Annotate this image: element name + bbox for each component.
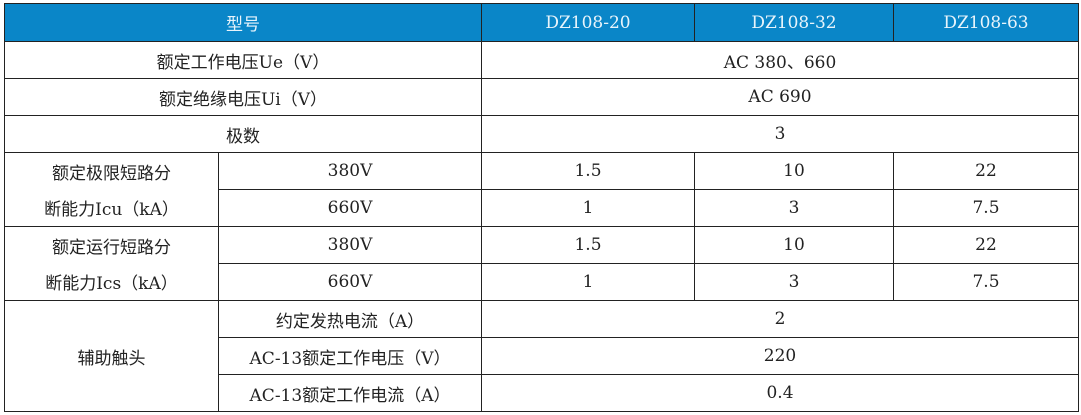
- voltage-label: 380V: [218, 152, 482, 190]
- model-header: DZ108-20: [481, 3, 695, 42]
- sub-label: AC-13额定工作电压（V）: [218, 337, 482, 375]
- table-row: AC-13额定工作电压（V） 220: [5, 337, 1079, 375]
- cell-value: 7.5: [893, 263, 1079, 301]
- model-header: DZ108-32: [694, 3, 894, 42]
- cell-value: 7.5: [893, 189, 1079, 227]
- row-value: 0.4: [481, 374, 1079, 412]
- row-value: AC 380、660: [481, 41, 1079, 79]
- table-row: 断能力Ics（kA） 660V 1 3 7.5: [4, 263, 1079, 301]
- voltage-label: 380V: [218, 226, 482, 264]
- model-label: 型号: [4, 3, 482, 42]
- table-row: 额定极限短路分 380V 1.5 10 22: [4, 152, 1079, 190]
- cell-value: 10: [694, 226, 894, 264]
- row-label: 断能力Ics（kA）: [4, 263, 219, 301]
- row-label: 辅助触头: [4, 300, 219, 412]
- table-row: 额定运行短路分 380V 1.5 10 22: [4, 226, 1079, 264]
- table-row: 额定绝缘电压Ui（V） AC 690: [4, 78, 1079, 116]
- cell-value: 1.5: [481, 226, 695, 264]
- cell-value: 1: [481, 263, 695, 301]
- sub-label: AC-13额定工作电流（A）: [218, 374, 482, 412]
- row-label: 断能力Icu（kA）: [4, 189, 219, 227]
- cell-value: 3: [694, 189, 894, 227]
- cell-value: 3: [694, 263, 894, 301]
- table-row: 断能力Icu（kA） 660V 1 3 7.5: [4, 189, 1079, 227]
- table-row: 辅助触头 约定发热电流（A） 2: [4, 300, 1079, 412]
- row-label: 极数: [4, 115, 482, 153]
- cell-value: 10: [694, 152, 894, 190]
- voltage-label: 660V: [218, 189, 482, 227]
- header-row: 型号 DZ108-20 DZ108-32 DZ108-63: [4, 3, 1079, 42]
- sub-label: 约定发热电流（A）: [218, 300, 482, 338]
- cell-value: 1: [481, 189, 695, 227]
- row-value: 3: [481, 115, 1079, 153]
- row-value: 2: [481, 300, 1079, 338]
- table-row: AC-13额定工作电流（A） 0.4: [5, 374, 1079, 412]
- table-row: 额定工作电压Ue（V） AC 380、660: [4, 41, 1079, 79]
- row-label: 额定运行短路分: [4, 226, 219, 264]
- cell-value: 22: [893, 152, 1079, 190]
- model-header: DZ108-63: [893, 3, 1079, 42]
- row-label: 额定工作电压Ue（V）: [4, 41, 482, 79]
- cell-value: 22: [893, 226, 1079, 264]
- row-value: AC 690: [481, 78, 1079, 116]
- table-row: 极数 3: [4, 115, 1079, 153]
- spec-table: 型号 DZ108-20 DZ108-32 DZ108-63 额定工作电压Ue（V…: [4, 3, 1079, 412]
- row-label: 额定极限短路分: [4, 152, 219, 190]
- cell-value: 1.5: [481, 152, 695, 190]
- row-value: 220: [481, 337, 1079, 375]
- row-label: 额定绝缘电压Ui（V）: [4, 78, 482, 116]
- voltage-label: 660V: [218, 263, 482, 301]
